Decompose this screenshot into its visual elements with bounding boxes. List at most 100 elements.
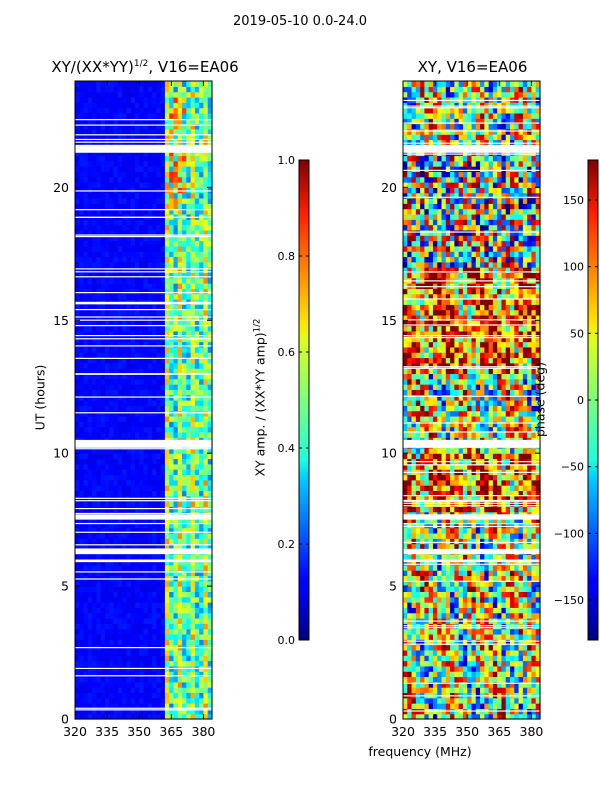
heatmap-cell bbox=[87, 453, 93, 460]
heatmap-cell bbox=[83, 516, 89, 523]
heatmap-cell bbox=[117, 660, 123, 667]
flagged-line bbox=[75, 292, 212, 294]
heatmap-cell bbox=[203, 708, 209, 715]
heatmap-cell bbox=[134, 352, 140, 359]
heatmap-cell bbox=[194, 256, 200, 263]
heatmap-cell bbox=[100, 219, 106, 226]
heatmap-cell bbox=[130, 304, 136, 311]
heatmap-cell bbox=[96, 272, 102, 279]
heatmap-cell bbox=[126, 224, 132, 231]
heatmap-cell bbox=[79, 118, 85, 125]
heatmap-cell bbox=[130, 166, 136, 172]
heatmap-cell bbox=[75, 490, 80, 497]
heatmap-cell bbox=[83, 607, 89, 614]
heatmap-cell bbox=[83, 405, 89, 412]
heatmap-cell bbox=[122, 400, 127, 406]
heatmap-cell bbox=[164, 155, 170, 162]
heatmap-cell bbox=[527, 644, 533, 651]
heatmap-cell bbox=[415, 559, 421, 566]
heatmap-cell bbox=[160, 384, 166, 390]
heatmap-cell bbox=[139, 474, 145, 481]
heatmap-cell bbox=[134, 607, 140, 614]
heatmap-cell bbox=[518, 644, 524, 651]
heatmap-cell bbox=[122, 81, 127, 87]
heatmap-cell bbox=[501, 713, 507, 720]
heatmap-cell bbox=[194, 357, 200, 364]
heatmap-cell bbox=[437, 671, 443, 678]
heatmap-cell bbox=[156, 346, 162, 353]
heatmap-cell bbox=[96, 373, 102, 380]
flagged-line bbox=[75, 216, 212, 218]
heatmap-cell bbox=[458, 628, 464, 635]
heatmap-cell bbox=[134, 219, 140, 226]
heatmap-cell bbox=[164, 649, 170, 656]
heatmap-cell bbox=[199, 479, 205, 486]
heatmap-cell bbox=[475, 564, 481, 571]
heatmap-cell bbox=[92, 283, 98, 289]
heatmap-cell bbox=[441, 671, 447, 678]
heatmap-cell bbox=[79, 166, 85, 172]
heatmap-cell bbox=[104, 267, 110, 273]
heatmap-cell bbox=[130, 134, 136, 141]
heatmap-cell bbox=[113, 171, 119, 178]
heatmap-cell bbox=[130, 277, 136, 284]
heatmap-cell bbox=[160, 580, 166, 587]
heatmap-cell bbox=[83, 564, 89, 571]
heatmap-cell bbox=[199, 501, 205, 507]
heatmap-cell bbox=[182, 325, 187, 332]
heatmap-cell bbox=[411, 538, 417, 545]
heatmap-cell bbox=[182, 703, 187, 709]
heatmap-cell bbox=[190, 421, 196, 428]
heatmap-cell bbox=[156, 102, 162, 109]
heatmap-cell bbox=[501, 628, 507, 635]
heatmap-cell bbox=[199, 596, 205, 603]
heatmap-cell bbox=[100, 623, 106, 630]
heatmap-cell bbox=[117, 633, 123, 640]
heatmap-cell bbox=[109, 192, 115, 199]
heatmap-cell bbox=[177, 506, 183, 513]
heatmap-cell bbox=[79, 516, 85, 523]
heatmap-cell bbox=[130, 341, 136, 348]
heatmap-cell bbox=[156, 272, 162, 279]
heatmap-cell bbox=[83, 463, 89, 470]
heatmap-cell bbox=[510, 676, 515, 683]
heatmap-cell bbox=[403, 703, 408, 709]
heatmap-cell bbox=[199, 245, 205, 252]
heatmap-cell bbox=[518, 681, 524, 688]
heatmap-cell bbox=[100, 171, 106, 178]
heatmap-cell bbox=[117, 362, 123, 369]
heatmap-cell bbox=[160, 617, 166, 624]
heatmap-cell bbox=[152, 591, 157, 598]
heatmap-cell bbox=[147, 490, 153, 497]
heatmap-cell bbox=[182, 293, 187, 300]
heatmap-cell bbox=[450, 559, 455, 566]
heatmap-cell bbox=[83, 267, 89, 273]
heatmap-cell bbox=[199, 155, 205, 162]
heatmap-cell bbox=[92, 346, 98, 353]
heatmap-cell bbox=[134, 176, 140, 183]
heatmap-cell bbox=[79, 272, 85, 279]
heatmap-cell bbox=[130, 708, 136, 715]
heatmap-cell bbox=[156, 123, 162, 130]
heatmap-cell bbox=[177, 501, 183, 507]
heatmap-cell bbox=[467, 543, 473, 550]
heatmap-cell bbox=[126, 293, 132, 300]
heatmap-cell bbox=[126, 128, 132, 135]
heatmap-cell bbox=[75, 91, 80, 98]
heatmap-cell bbox=[83, 235, 89, 242]
heatmap-cell bbox=[113, 118, 119, 125]
heatmap-cell bbox=[92, 501, 98, 507]
heatmap-cell bbox=[169, 245, 175, 252]
heatmap-cell bbox=[164, 160, 170, 167]
heatmap-cell bbox=[518, 676, 524, 683]
heatmap-cell bbox=[113, 687, 119, 694]
heatmap-cell bbox=[450, 713, 455, 720]
heatmap-cell bbox=[203, 405, 209, 412]
heatmap-cell bbox=[92, 325, 98, 332]
heatmap-cell bbox=[420, 633, 426, 640]
heatmap-cell bbox=[134, 458, 140, 465]
heatmap-cell bbox=[450, 644, 455, 651]
heatmap-cell bbox=[194, 261, 200, 268]
heatmap-cell bbox=[87, 649, 93, 656]
heatmap-cell bbox=[100, 649, 106, 656]
